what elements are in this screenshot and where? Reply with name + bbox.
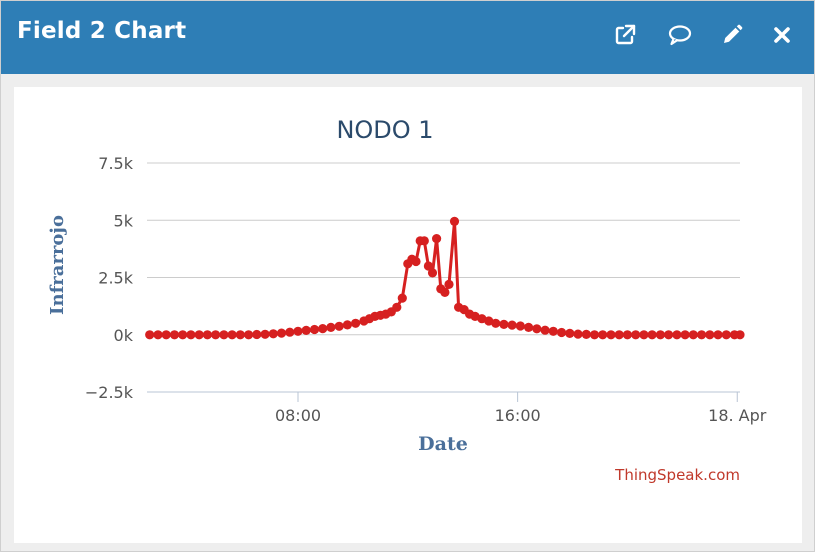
data-point[interactable] [178, 330, 188, 340]
data-point[interactable] [397, 293, 407, 303]
pencil-icon [724, 24, 743, 43]
data-point[interactable] [697, 330, 707, 340]
data-point[interactable] [507, 320, 517, 330]
y-tick-label: 0k [114, 326, 134, 345]
external-link-icon [615, 24, 636, 45]
data-point[interactable] [419, 236, 429, 246]
comment-button[interactable] [666, 21, 694, 49]
data-point[interactable] [548, 326, 558, 336]
data-point[interactable] [622, 330, 633, 340]
y-axis-ticks: −2.5k 0k 2.5k 5k 7.5k [85, 154, 134, 402]
data-point[interactable] [342, 320, 352, 330]
data-point[interactable] [557, 327, 567, 338]
data-point[interactable] [202, 330, 212, 340]
data-point[interactable] [392, 302, 402, 312]
chart-area: −2.5k 0k 2.5k 5k 7.5k 08:00 16:00 18. Apr NODO… [14, 87, 802, 543]
data-point[interactable] [565, 328, 575, 338]
data-point[interactable] [268, 329, 278, 339]
data-point[interactable] [326, 322, 336, 332]
open-external-button[interactable] [611, 21, 639, 49]
data-point[interactable] [655, 330, 666, 340]
data-point[interactable] [301, 325, 311, 335]
close-button[interactable] [768, 21, 796, 49]
data-point[interactable] [169, 330, 180, 340]
data-point[interactable] [540, 325, 550, 335]
data-point[interactable] [484, 316, 494, 326]
chart-title: NODO 1 [336, 116, 433, 144]
thingspeak-credit[interactable]: ThingSpeak.com [614, 466, 740, 484]
y-tick-label: 7.5k [98, 154, 133, 173]
data-point[interactable] [491, 318, 501, 328]
data-point[interactable] [432, 234, 442, 244]
x-axis: 08:00 16:00 18. Apr [275, 392, 767, 425]
data-point[interactable] [735, 330, 745, 340]
data-point[interactable] [318, 324, 328, 334]
data-point[interactable] [647, 330, 657, 340]
data-point[interactable] [293, 326, 303, 336]
data-point[interactable] [664, 330, 674, 340]
x-tick-label: 16:00 [495, 406, 541, 425]
data-point[interactable] [672, 330, 682, 340]
series-line [149, 219, 740, 337]
data-point[interactable] [227, 330, 237, 340]
data-point[interactable] [606, 330, 616, 340]
data-point[interactable] [515, 321, 525, 331]
data-point[interactable] [285, 327, 295, 337]
data-point[interactable] [351, 318, 361, 328]
x-axis-label: Date [418, 433, 468, 455]
data-point[interactable] [499, 319, 509, 329]
data-point[interactable] [614, 330, 624, 340]
data-point[interactable] [680, 330, 690, 340]
x-tick-label: 18. Apr [708, 406, 767, 425]
data-point[interactable] [427, 268, 438, 278]
data-point[interactable] [449, 216, 460, 226]
data-point[interactable] [688, 330, 698, 340]
data-point[interactable] [260, 329, 270, 339]
data-point[interactable] [589, 330, 600, 340]
y-tick-label: 5k [114, 211, 134, 230]
data-point[interactable] [194, 330, 204, 340]
data-point[interactable] [235, 330, 245, 340]
data-point[interactable] [334, 321, 344, 331]
data-point[interactable] [631, 330, 641, 340]
data-point[interactable] [161, 330, 171, 340]
data-point[interactable] [581, 329, 591, 339]
chart-svg: −2.5k 0k 2.5k 5k 7.5k 08:00 16:00 18. Apr NODO… [47, 116, 767, 484]
data-point[interactable] [532, 324, 542, 334]
data-point[interactable] [153, 330, 163, 340]
data-point[interactable] [309, 324, 320, 335]
data-point[interactable] [276, 328, 287, 338]
data-point[interactable] [219, 330, 229, 340]
data-point[interactable] [145, 330, 155, 340]
data-point[interactable] [524, 322, 534, 332]
comment-icon [668, 25, 692, 46]
x-tick-label: 08:00 [275, 406, 321, 425]
panel-header: Field 2 Chart [1, 1, 814, 74]
data-point[interactable] [186, 330, 196, 340]
panel-title: Field 2 Chart [17, 18, 187, 44]
series-layer [145, 216, 745, 340]
data-point[interactable] [598, 330, 608, 340]
data-point[interactable] [713, 330, 723, 340]
data-point[interactable] [639, 330, 649, 340]
data-point[interactable] [211, 330, 221, 340]
y-tick-label: 2.5k [98, 269, 133, 288]
edit-button[interactable] [718, 21, 746, 49]
data-point[interactable] [444, 279, 454, 289]
data-point[interactable] [721, 330, 731, 340]
data-point[interactable] [252, 329, 262, 340]
data-point[interactable] [411, 256, 421, 267]
y-axis-label: Infrarrojo [47, 215, 68, 315]
data-point[interactable] [705, 330, 715, 340]
y-tick-label: −2.5k [85, 383, 134, 402]
grid-lines [147, 162, 740, 393]
data-point[interactable] [440, 287, 450, 297]
data-point[interactable] [244, 330, 254, 340]
data-point[interactable] [423, 261, 433, 271]
close-icon [774, 27, 790, 43]
data-point[interactable] [573, 329, 583, 339]
